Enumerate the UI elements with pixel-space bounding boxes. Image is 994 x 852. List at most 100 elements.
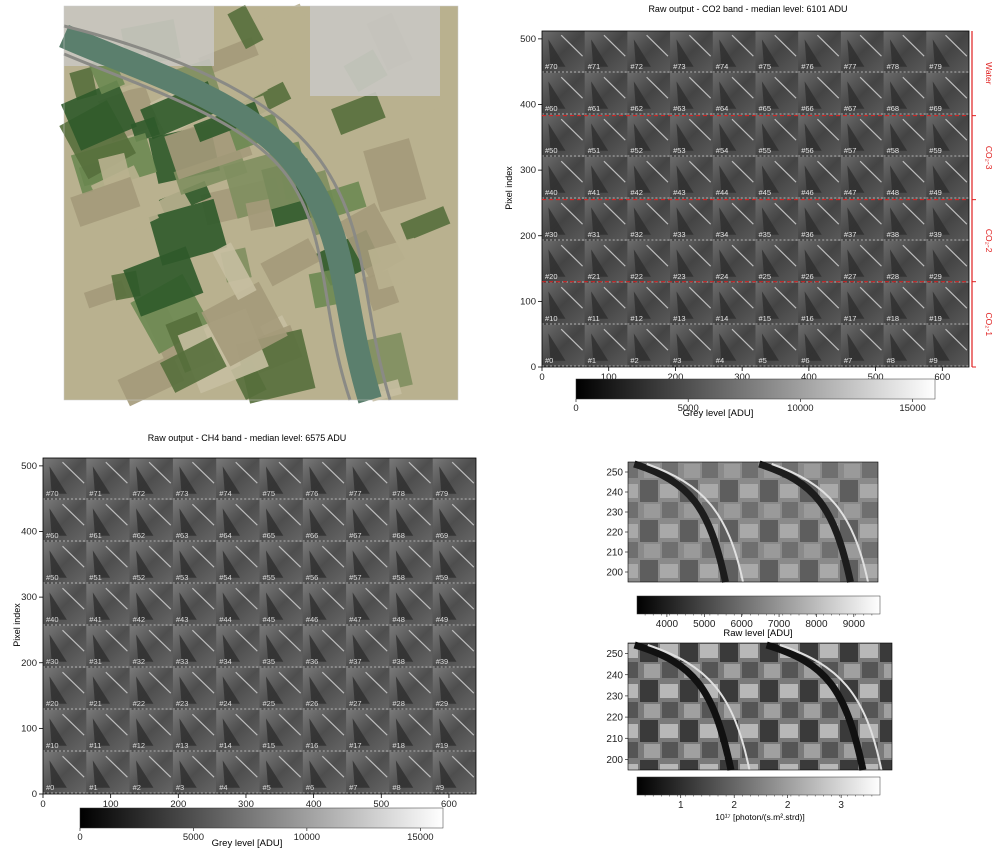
frame-field-shape <box>932 249 950 277</box>
frame-cell: #53 <box>670 115 713 157</box>
frame-label: #70 <box>545 62 558 71</box>
frame-label: #6 <box>801 356 809 365</box>
aerial-field <box>331 91 386 135</box>
zoom-canal <box>633 460 729 583</box>
frame-label: #32 <box>630 230 643 239</box>
frame-cell: #48 <box>883 157 927 199</box>
frame-cell: #64 <box>216 500 260 542</box>
colorbar-tick-label: 6000 <box>731 619 754 630</box>
frame-label: #58 <box>887 146 900 155</box>
frame-field-shape <box>548 291 566 319</box>
frame-road-line <box>902 286 925 309</box>
frame-label: #9 <box>929 356 937 365</box>
frame-label: #53 <box>673 146 686 155</box>
aerial-field <box>201 281 288 367</box>
frame-field-shape <box>179 466 197 494</box>
frame-label: #41 <box>588 188 601 197</box>
frame-field-shape <box>719 249 737 277</box>
x-tick-label: 400 <box>306 799 322 810</box>
frame-road-line <box>148 671 172 694</box>
frame-cell: #15 <box>755 283 799 325</box>
frame-cell: #12 <box>627 283 671 325</box>
frame-road-line <box>560 286 583 309</box>
frame-label: #16 <box>306 741 319 750</box>
y-tick-label: 200 <box>606 568 623 579</box>
frame-cell: #12 <box>129 710 173 752</box>
frame-label: #34 <box>716 230 729 239</box>
frame-cell: #47 <box>346 584 390 626</box>
frame-label: #38 <box>887 230 900 239</box>
frame-label: #28 <box>887 272 900 281</box>
frame-cell: #73 <box>172 458 217 500</box>
frame-cell: #54 <box>712 115 756 157</box>
frame-cell: #53 <box>172 542 217 584</box>
frame-field-shape <box>847 291 865 319</box>
frame-field-shape <box>804 123 822 151</box>
frame-road-line <box>945 328 968 351</box>
frame-field-shape <box>49 634 67 662</box>
frame-cell: #76 <box>302 458 347 500</box>
frame-label: #0 <box>545 356 553 365</box>
frame-label: #37 <box>844 230 857 239</box>
frame-field-shape <box>761 207 779 235</box>
frame-cell: #52 <box>627 115 671 157</box>
frame-field-shape <box>136 718 154 746</box>
frame-label: #74 <box>219 489 232 498</box>
frame-field-shape <box>92 592 111 620</box>
frame-field-shape <box>352 592 370 620</box>
frame-field-shape <box>352 508 370 536</box>
frame-label: #15 <box>759 314 772 323</box>
raw-colorbar-label: Raw level [ADU] <box>723 628 792 639</box>
colorbar <box>636 776 881 796</box>
frame-cell: #30 <box>542 199 585 241</box>
frame-field-shape <box>92 676 111 704</box>
frame-field-shape <box>136 634 154 662</box>
frame-field-shape <box>890 81 908 109</box>
frame-field-shape <box>265 676 284 704</box>
frame-cell: #13 <box>172 710 217 752</box>
frame-road-line <box>816 118 840 141</box>
frame-road-line <box>321 503 345 526</box>
frame-field-shape <box>136 592 154 620</box>
frame-field-shape <box>395 760 414 788</box>
colorbar-tick-label: 4000 <box>656 619 679 630</box>
frame-cell: #57 <box>346 542 390 584</box>
frame-road-line <box>688 328 712 351</box>
frame-road-line <box>688 286 712 309</box>
frame-field-shape <box>395 550 414 578</box>
frame-field-shape <box>548 249 566 277</box>
frame-label: #25 <box>263 699 276 708</box>
frame-cell: #19 <box>432 710 476 752</box>
frame-field-shape <box>49 592 67 620</box>
frame-cell: #9 <box>432 752 476 794</box>
y-tick-label: 0 <box>531 362 536 373</box>
frame-cell: #3 <box>172 752 217 794</box>
frame-field-shape <box>633 39 651 67</box>
frame-road-line <box>278 587 302 610</box>
frame-field-shape <box>633 207 651 235</box>
frame-cell: #77 <box>346 458 390 500</box>
frame-label: #35 <box>263 657 276 666</box>
frame-road-line <box>365 461 388 484</box>
y-tick-label: 300 <box>520 165 536 176</box>
colorbar <box>79 807 444 829</box>
frame-cell: #39 <box>432 626 476 668</box>
frame-field-shape <box>890 291 908 319</box>
frame-cell: #55 <box>755 115 799 157</box>
frame-field-shape <box>676 291 694 319</box>
frame-field-shape <box>591 165 609 193</box>
frame-field-shape <box>719 333 737 361</box>
frame-cell: #51 <box>86 542 130 584</box>
y-tick-label: 200 <box>606 755 623 766</box>
frame-road-line <box>105 671 128 694</box>
frame-road-line <box>603 244 626 267</box>
frame-field-shape <box>548 81 566 109</box>
frame-cell: #50 <box>542 115 585 157</box>
frame-road-line <box>560 244 583 267</box>
frame-field-shape <box>49 466 67 494</box>
colorbar-tick-label: 5000 <box>678 403 699 414</box>
frame-cell: #21 <box>86 668 130 710</box>
frame-label: #72 <box>133 489 146 498</box>
frame-field-shape <box>804 249 822 277</box>
frame-field-shape <box>179 634 197 662</box>
